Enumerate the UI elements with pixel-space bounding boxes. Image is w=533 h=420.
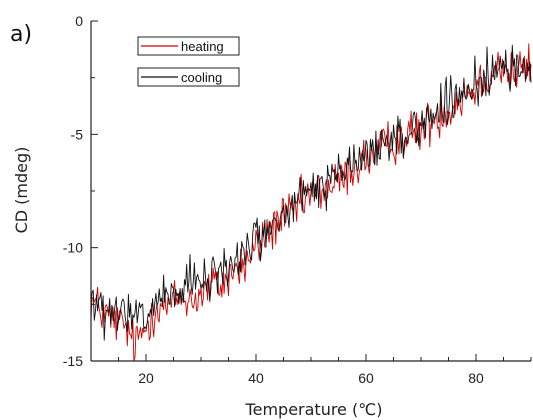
x-tick-label: 40 <box>248 370 264 386</box>
legend-label-cooling: cooling <box>181 70 222 85</box>
legend-box-cooling <box>137 67 240 87</box>
y-tick-label: 0 <box>75 13 83 29</box>
x-axis-title: Temperature (℃) <box>245 400 383 419</box>
x-tick-label: 20 <box>138 370 154 386</box>
y-tick-label: -5 <box>71 126 84 142</box>
x-tick-label: 60 <box>358 370 374 386</box>
y-axis-title: CD (mdeg) <box>12 147 31 234</box>
y-tick-label: -15 <box>63 353 83 369</box>
x-tick-label: 80 <box>468 370 484 386</box>
series-line-cooling <box>90 44 532 341</box>
y-tick-label: -10 <box>63 240 83 256</box>
legend-box-heating <box>137 36 240 56</box>
panel-label: a) <box>10 22 32 47</box>
legend-label-heating: heating <box>181 39 224 54</box>
plot-area: 20 40 60 80 0 -5 -10 -15 heating cooling <box>63 13 532 386</box>
